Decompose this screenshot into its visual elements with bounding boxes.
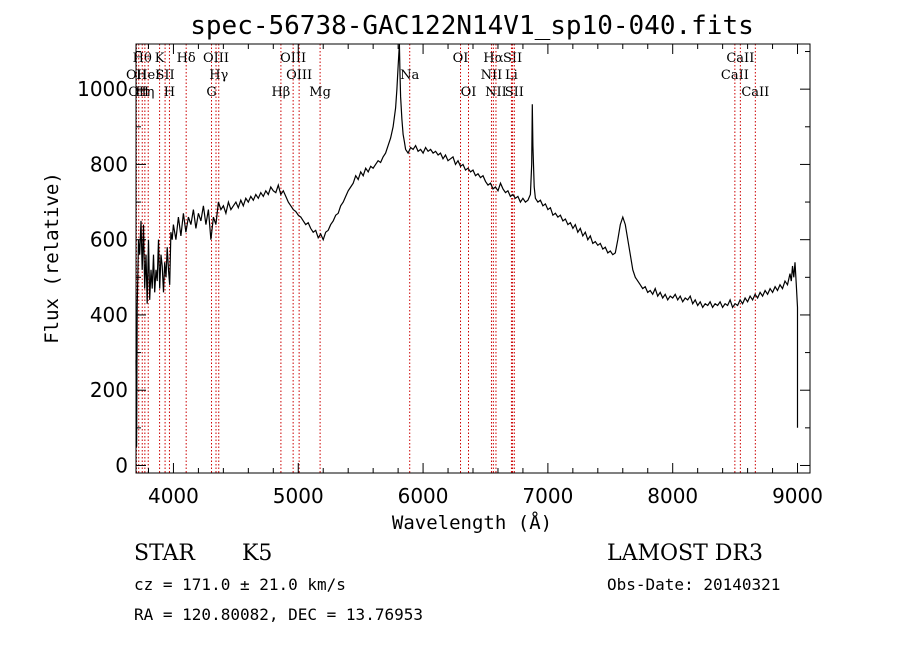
line-marker-label: K <box>155 51 165 66</box>
line-marker-label: SII <box>155 68 174 83</box>
line-marker-label: Hθ <box>133 51 152 66</box>
x-tick-label: 9000 <box>772 484 823 508</box>
chart-title: spec-56738-GAC122N14V1_sp10-040.fits <box>190 11 754 41</box>
line-marker-label: OIII <box>280 51 306 66</box>
axis-ticks: 4000 5000 6000 7000 8000 9000 0 200 400 600 800 100… <box>77 44 823 508</box>
y-tick-label: 200 <box>90 378 128 402</box>
line-marker-label: Hδ <box>177 51 196 66</box>
line-marker-label: Hα <box>483 51 503 66</box>
line-marker-label: SII <box>505 85 524 100</box>
redshift-readout: cz = 171.0 ± 21.0 km/s <box>134 575 346 594</box>
line-marker-label: NII <box>485 85 507 100</box>
y-tick-label: 400 <box>90 303 128 327</box>
x-tick-label: 8000 <box>647 484 698 508</box>
x-tick-label: 5000 <box>273 484 324 508</box>
object-subclass: K5 <box>242 541 272 566</box>
line-marker-label: Hγ <box>209 68 228 83</box>
line-marker-label: NII <box>481 68 503 83</box>
line-marker-label: G <box>206 85 216 100</box>
y-tick-label: 800 <box>90 152 128 176</box>
y-axis-title: Flux (relative) <box>41 172 63 344</box>
line-marker-label: Li <box>505 68 518 83</box>
x-tick-label: 6000 <box>398 484 449 508</box>
line-marker-label: OIII <box>286 68 312 83</box>
object-class: STAR <box>134 541 196 566</box>
coordinates-readout: RA = 120.80082, DEC = 13.76953 <box>134 605 423 624</box>
x-tick-label: 7000 <box>522 484 573 508</box>
line-marker-label: HeI <box>136 68 160 83</box>
line-marker-label: CaII <box>721 68 749 83</box>
spectrum-line <box>135 43 799 447</box>
line-marker-label: OIII <box>203 51 229 66</box>
observation-date: Obs-Date: 20140321 <box>607 575 780 594</box>
spectral-line-markers: OIIOIIHθHηHeIKSIIHHδGOIIIHγHβOIIIOIIIMgN… <box>126 44 769 473</box>
x-tick-label: 4000 <box>148 484 199 508</box>
line-marker-label: Hβ <box>271 85 290 100</box>
line-marker-label: OI <box>461 85 477 100</box>
line-marker-label: OI <box>453 51 469 66</box>
y-tick-label: 1000 <box>77 77 128 101</box>
y-tick-label: 600 <box>90 228 128 252</box>
line-marker-label: SII <box>503 51 522 66</box>
survey-name: LAMOST DR3 <box>607 541 763 566</box>
line-marker-label: Hη <box>135 85 154 100</box>
line-marker-label: CaII <box>741 85 769 100</box>
x-axis-title: Wavelength (Å) <box>392 511 552 534</box>
plot-frame <box>135 43 811 474</box>
y-tick-label: 0 <box>115 453 128 477</box>
line-marker-label: Mg <box>309 85 331 100</box>
line-marker-label: H <box>164 85 175 100</box>
line-marker-label: Na <box>400 68 419 83</box>
line-marker-label: CaII <box>726 51 754 66</box>
